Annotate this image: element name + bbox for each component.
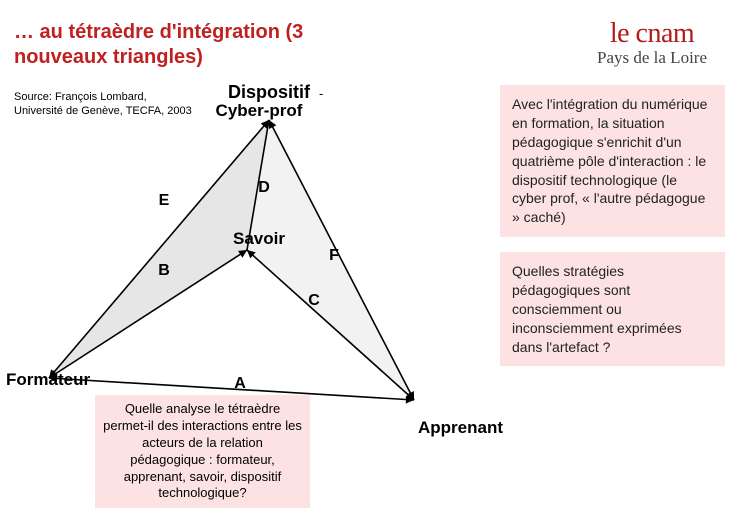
edge-label-d: D bbox=[258, 179, 270, 196]
svg-text:-: - bbox=[319, 86, 323, 101]
vertex-cyberprof-label: Cyber-prof bbox=[216, 101, 303, 120]
page-title: … au tétraèdre d'intégration (3 nouveaux… bbox=[14, 20, 344, 70]
edge-label-c: C bbox=[308, 292, 320, 309]
vertex-dispositif-label: Dispositif bbox=[228, 82, 311, 102]
edge-label-f: F bbox=[329, 247, 339, 264]
info-box-2: Quelles stratégies pédagogiques sont con… bbox=[500, 252, 725, 366]
edge-label-b: B bbox=[158, 262, 170, 279]
edge-label-a: A bbox=[234, 375, 246, 392]
vertex-apprenant-label: Apprenant bbox=[418, 418, 503, 438]
vertex-formateur-label: Formateur bbox=[6, 370, 90, 390]
cnam-logo: le cnam Pays de la Loire bbox=[597, 18, 707, 68]
question-box: Quelle analyse le tétraèdre permet-il de… bbox=[95, 395, 310, 508]
logo-subtitle: Pays de la Loire bbox=[597, 48, 707, 68]
edge-label-e: E bbox=[159, 192, 170, 209]
info-box-1: Avec l'intégration du numérique en forma… bbox=[500, 85, 725, 237]
logo-main: le cnam bbox=[597, 18, 707, 50]
vertex-savoir-label: Savoir bbox=[233, 229, 285, 248]
